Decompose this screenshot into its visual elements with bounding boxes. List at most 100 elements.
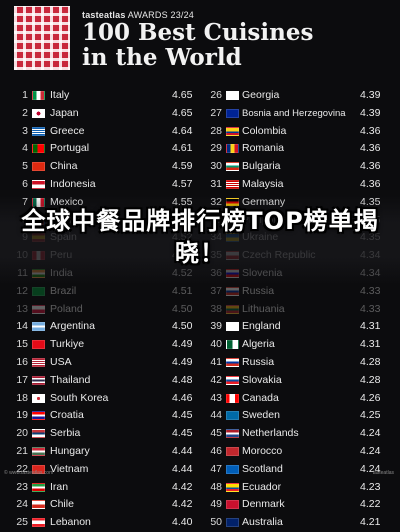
headline-overlay: [0, 195, 400, 285]
cuisine-score: 4.28: [360, 373, 381, 386]
cuisine-score: 4.46: [172, 391, 193, 404]
denmark-flag-icon: [226, 500, 239, 510]
footer-brand: tasteatlas: [372, 470, 394, 476]
thailand-flag-icon: [32, 375, 45, 385]
headline-text: 全球中餐品牌排行榜TOP榜单揭晓！: [21, 207, 379, 267]
ranking-row: 26 Georgia 4.39: [200, 87, 400, 105]
rank-number: 12: [16, 284, 28, 297]
rank-number: 17: [16, 373, 28, 386]
cuisine-score: 4.64: [172, 124, 193, 137]
rank-number: 49: [210, 498, 222, 511]
rank-number: 15: [16, 338, 28, 351]
cuisine-score: 4.57: [172, 177, 193, 190]
ranking-row: 16 USA 4.49: [0, 354, 200, 372]
tablecloth-logo-icon: [14, 6, 70, 70]
rank-number: 16: [16, 355, 28, 368]
ranking-row: 45 Netherlands 4.24: [200, 425, 400, 443]
greece-flag-icon: [32, 126, 45, 136]
cuisine-name: England: [242, 320, 281, 333]
cuisine-name: Malaysia: [242, 177, 284, 190]
cuisine-name: Georgia: [242, 89, 280, 101]
cuisine-name: Colombia: [242, 124, 287, 137]
cuisine-name: Algeria: [242, 338, 275, 351]
australia-flag-icon: [226, 518, 239, 528]
rank-number: 47: [210, 462, 222, 475]
vietnam-flag-icon: [32, 464, 45, 474]
georgia-flag-icon: [226, 91, 239, 100]
rank-number: 27: [210, 106, 222, 119]
ranking-row: 37 Russia 4.33: [200, 283, 400, 301]
netherlands-flag-icon: [226, 429, 239, 439]
brand-line: tasteatlas AWARDS 23/24: [82, 10, 194, 20]
ranking-row: 12 Brazil 4.51: [0, 283, 200, 301]
ranking-row: 27 Bosnia and Herzegovina 4.39: [200, 105, 400, 123]
cuisine-score: 4.51: [172, 284, 193, 297]
rank-number: 6: [22, 177, 28, 190]
rank-number: 45: [210, 427, 222, 440]
bosnia-flag-icon: [226, 108, 239, 118]
cuisine-score: 4.31: [360, 338, 381, 351]
cuisine-score: 4.25: [360, 409, 381, 422]
cuisine-name: Canada: [242, 391, 279, 404]
ecuador-flag-icon: [226, 482, 239, 492]
ranking-row: 23 Iran 4.42: [0, 479, 200, 497]
cuisine-name: Iran: [50, 480, 69, 493]
rank-number: 4: [22, 142, 28, 155]
cuisine-name: Ecuador: [242, 480, 282, 493]
cuisine-score: 4.39: [360, 89, 381, 101]
ranking-row: 2 Japan 4.65: [0, 105, 200, 123]
ranking-row: 13 Poland 4.50: [0, 301, 200, 319]
rank-number: 23: [16, 480, 28, 493]
cuisine-name: Serbia: [50, 427, 81, 440]
cuisine-score: 4.36: [360, 160, 381, 173]
ranking-row: 50 Australia 4.21: [200, 514, 400, 532]
cuisine-score: 4.21: [360, 516, 381, 529]
ranking-row: 4 Portugal 4.61: [0, 140, 200, 158]
cuisine-score: 4.44: [172, 444, 193, 457]
ranking-row: 41 Russia 4.28: [200, 354, 400, 372]
cuisine-name: Poland: [50, 302, 83, 315]
ranking-row: 15 Turkiye 4.49: [0, 336, 200, 354]
rank-number: 13: [16, 302, 28, 315]
hungary-flag-icon: [32, 446, 45, 456]
rank-number: 44: [210, 409, 222, 422]
rank-number: 19: [16, 409, 28, 422]
footer-credit: © www.tasteatlas.com: [4, 470, 54, 476]
rank-number: 26: [210, 89, 222, 101]
ranking-row: 38 Lithuania 4.33: [200, 301, 400, 319]
cuisine-name: Netherlands: [242, 427, 299, 440]
cuisine-name: Japan: [50, 106, 79, 119]
ranking-row: 28 Colombia 4.36: [200, 123, 400, 141]
rank-number: 39: [210, 320, 222, 333]
croatia-flag-icon: [32, 411, 45, 421]
england-flag-icon: [226, 322, 239, 332]
ranking-row: 42 Slovakia 4.28: [200, 372, 400, 390]
colombia-flag-icon: [226, 126, 239, 136]
ranking-row: 18 South Korea 4.46: [0, 390, 200, 408]
cuisine-name: Indonesia: [50, 177, 96, 190]
ranking-row: 14 Argentina 4.50: [0, 318, 200, 336]
rank-number: 20: [16, 427, 28, 440]
cuisine-name: USA: [50, 355, 72, 368]
cuisine-name: Slovakia: [242, 373, 282, 386]
cuisine-name: South Korea: [50, 391, 109, 404]
ranking-row: 29 Romania 4.36: [200, 140, 400, 158]
rank-number: 14: [16, 320, 28, 333]
rank-number: 25: [16, 516, 28, 529]
rank-number: 28: [210, 124, 222, 137]
ranking-row: 43 Canada 4.26: [200, 390, 400, 408]
ranking-row: 48 Ecuador 4.23: [200, 479, 400, 497]
cuisine-name: Bulgaria: [242, 160, 281, 173]
cuisine-score: 4.24: [360, 462, 381, 475]
rank-number: 31: [210, 177, 222, 190]
cuisine-name: Turkiye: [50, 338, 85, 351]
portugal-flag-icon: [32, 144, 45, 154]
scotland-flag-icon: [226, 464, 239, 474]
rank-number: 43: [210, 391, 222, 404]
ranking-row: 3 Greece 4.64: [0, 123, 200, 141]
cuisine-score: 4.40: [172, 516, 193, 529]
cuisine-score: 4.45: [172, 427, 193, 440]
cuisine-score: 4.59: [172, 160, 193, 173]
slovakia-flag-icon: [226, 375, 239, 385]
cuisine-name: Denmark: [242, 498, 285, 511]
